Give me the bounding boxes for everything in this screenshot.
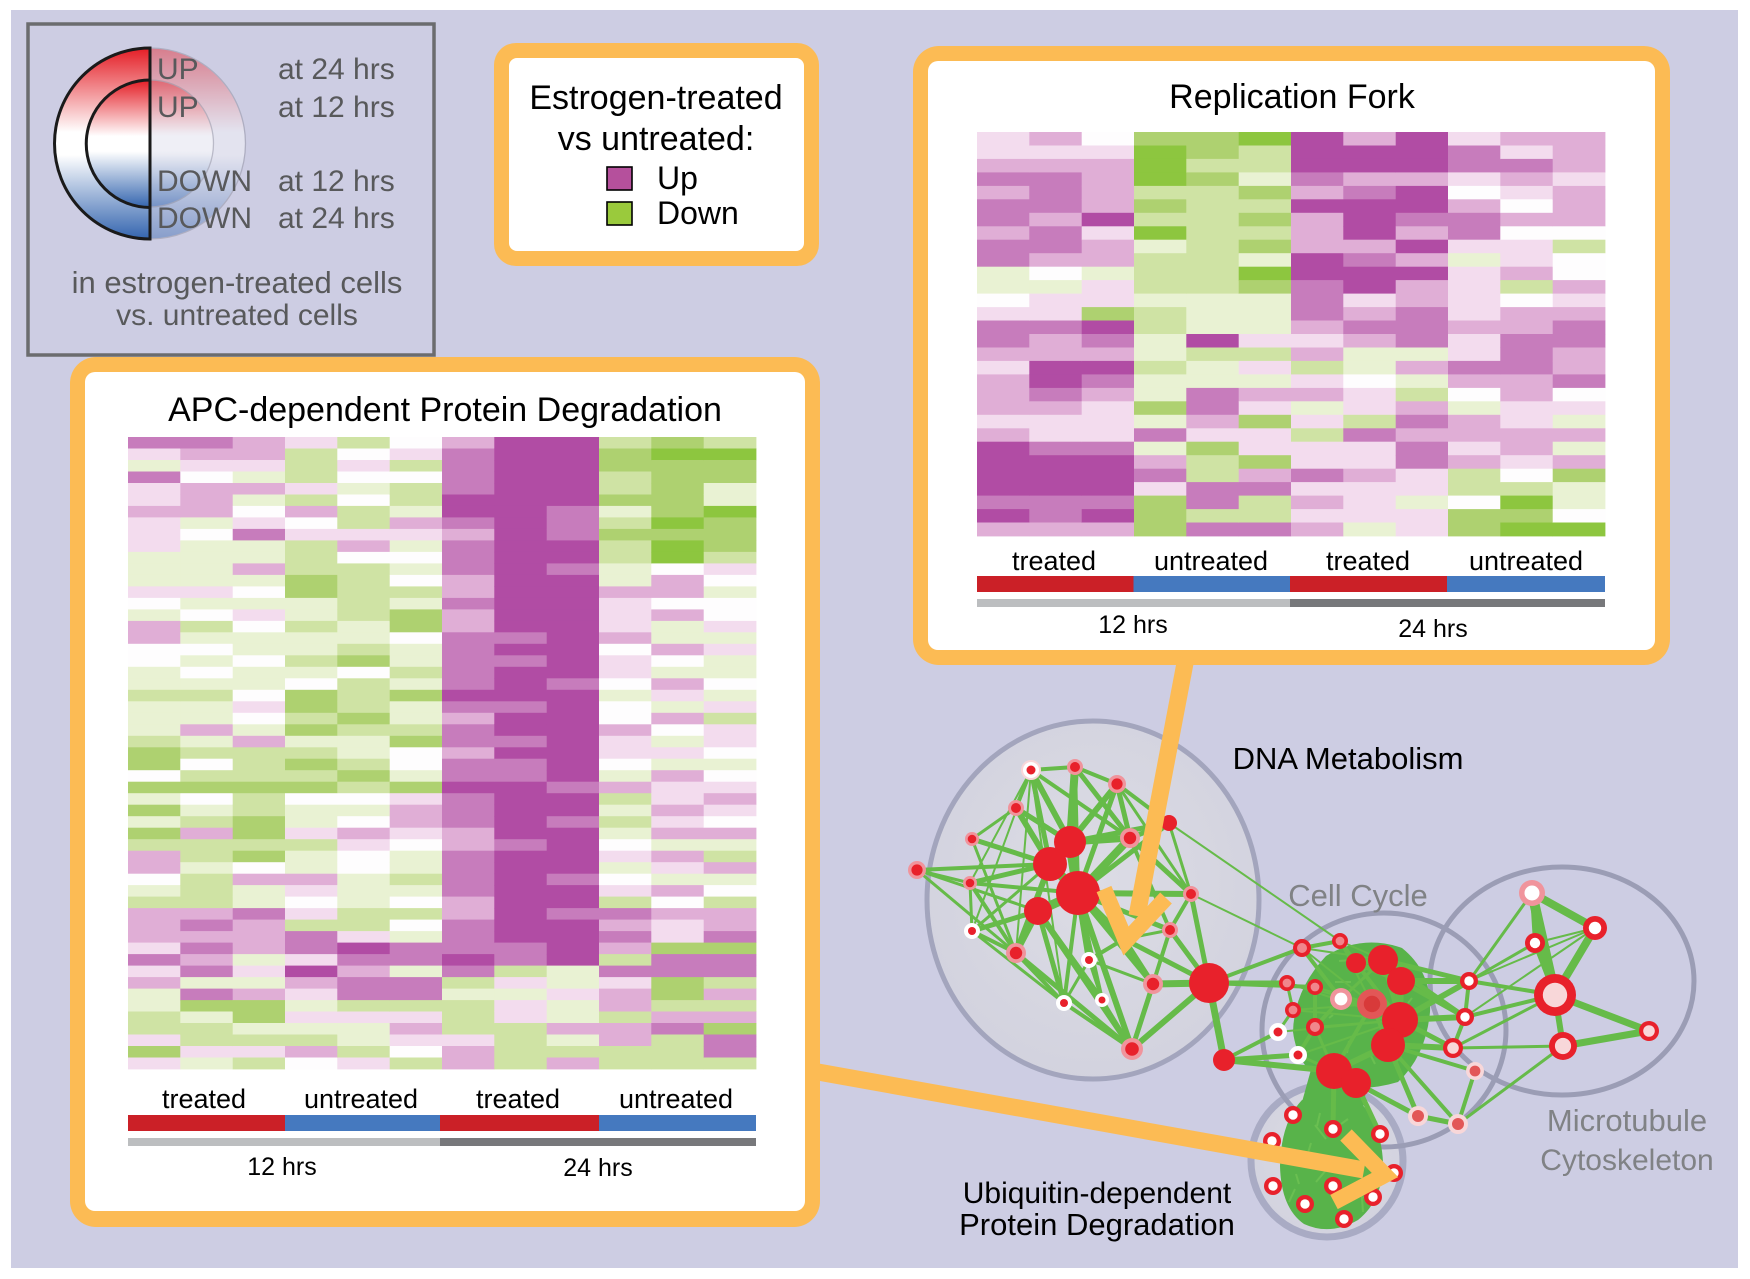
svg-text:treated: treated (476, 1084, 560, 1114)
svg-text:UP: UP (157, 53, 199, 86)
svg-text:vs untreated:: vs untreated: (558, 120, 755, 158)
svg-text:treated: treated (1326, 546, 1410, 576)
svg-text:Replication Fork: Replication Fork (1169, 78, 1416, 116)
svg-text:12 hrs: 12 hrs (1098, 611, 1167, 639)
svg-text:DNA Metabolism: DNA Metabolism (1233, 741, 1464, 776)
svg-text:untreated: untreated (304, 1084, 418, 1114)
svg-text:Ubiquitin-dependent: Ubiquitin-dependent (963, 1177, 1232, 1210)
svg-text:24 hrs: 24 hrs (563, 1154, 632, 1182)
svg-text:vs. untreated cells: vs. untreated cells (116, 299, 358, 332)
svg-text:Up: Up (657, 160, 698, 196)
svg-text:Microtubule: Microtubule (1547, 1103, 1707, 1138)
svg-text:at 24 hrs: at 24 hrs (278, 202, 395, 235)
svg-text:Down: Down (657, 195, 739, 231)
svg-text:at 12 hrs: at 12 hrs (278, 91, 395, 124)
svg-text:DOWN: DOWN (157, 165, 252, 198)
svg-text:treated: treated (162, 1084, 246, 1114)
svg-text:UP: UP (157, 91, 199, 124)
svg-text:Protein Degradation: Protein Degradation (959, 1207, 1235, 1242)
svg-text:untreated: untreated (1469, 546, 1583, 576)
svg-text:24 hrs: 24 hrs (1398, 615, 1467, 643)
svg-text:Cytoskeleton: Cytoskeleton (1540, 1144, 1713, 1177)
svg-text:at 24 hrs: at 24 hrs (278, 53, 395, 86)
svg-text:untreated: untreated (1154, 546, 1268, 576)
svg-text:at 12 hrs: at 12 hrs (278, 165, 395, 198)
svg-text:Cell Cycle: Cell Cycle (1288, 878, 1428, 913)
svg-text:DOWN: DOWN (157, 202, 252, 235)
svg-text:in estrogen-treated cells: in estrogen-treated cells (72, 265, 403, 300)
svg-text:Estrogen-treated: Estrogen-treated (529, 79, 782, 117)
svg-text:12 hrs: 12 hrs (247, 1153, 316, 1181)
svg-text:untreated: untreated (619, 1084, 733, 1114)
svg-text:APC-dependent Protein Degradat: APC-dependent Protein Degradation (168, 391, 722, 429)
svg-text:treated: treated (1012, 546, 1096, 576)
